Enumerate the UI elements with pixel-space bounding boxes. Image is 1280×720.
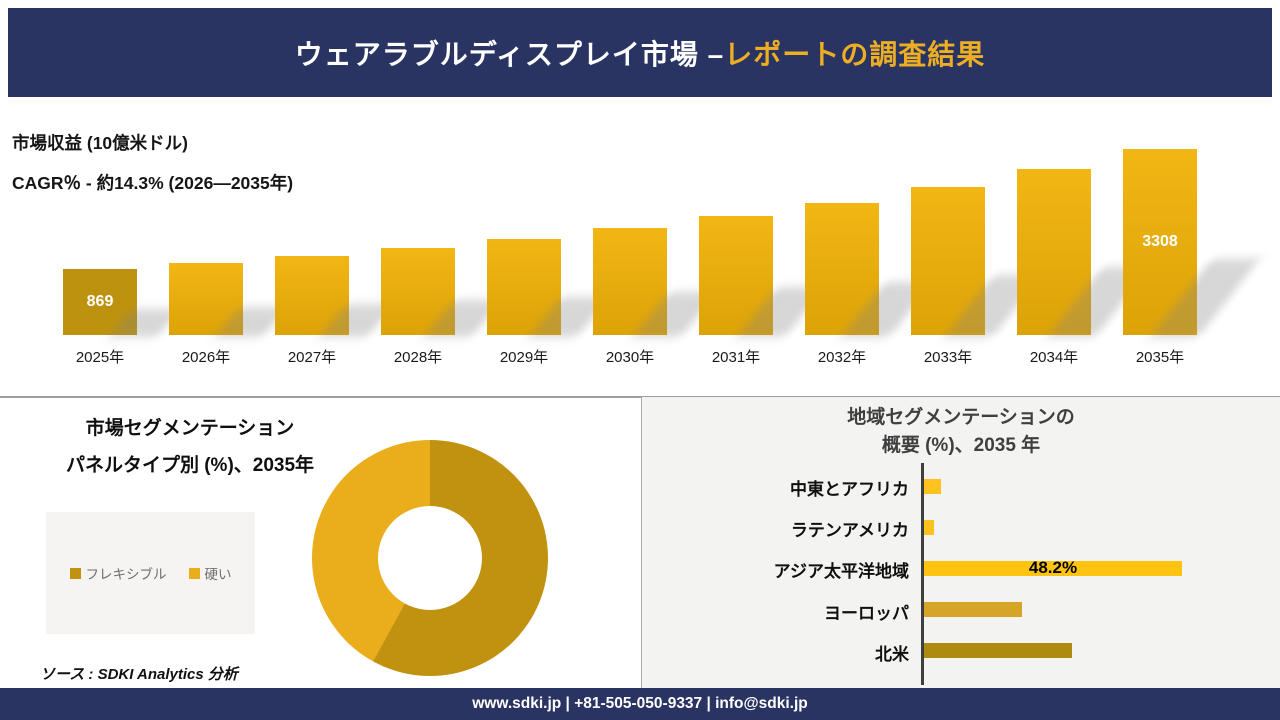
source-note: ソース : SDKI Analytics 分析 (40, 666, 238, 683)
report-title-banner: ウェアラブルディスプレイ市場 –レポートの調査結果 (8, 8, 1272, 97)
revenue-bar-2025年: 869 (63, 269, 137, 335)
year-axis-label: 2025年 (75, 349, 125, 366)
regional-bar-value-label: 48.2% (1028, 558, 1078, 578)
revenue-bar-2029年 (487, 239, 561, 335)
revenue-bar-2033年 (911, 187, 985, 335)
revenue-chart-section: 市場収益 (10億米ドル) CAGR％ - 約14.3% (2026―2035年… (0, 97, 1280, 396)
regional-bar-3: 48.2% (924, 558, 1182, 578)
revenue-bar-chart: 869 2025年 2026年 2027年 2028年 2029年 2030年 2031年 20… (0, 97, 1280, 396)
cagr-label: CAGR％ - 約14.3% (2026―2035年) (12, 173, 294, 193)
regional-category-label: 北米 (875, 644, 909, 664)
revenue-metric-label: 市場収益 (10億米ドル) (12, 133, 188, 153)
regional-chart-axis-line (921, 463, 924, 685)
year-axis-label: 2030年 (605, 349, 655, 366)
year-axis-label: 2028年 (393, 349, 443, 366)
segmentation-title: 市場セグメンテーション パネルタイプ別 (%)、2035年 (30, 410, 350, 484)
year-axis-label: 2034年 (1029, 349, 1079, 366)
regional-bar-4 (924, 602, 1022, 618)
regional-bar-5 (924, 643, 1072, 659)
panel-regional: 地域セグメンテーションの 概要 (%)、2035 年 中東とアフリカ ラテンアメリ… (641, 397, 1280, 688)
bar-value-label: 869 (86, 293, 114, 310)
regional-category-label: 中東とアフリカ (790, 480, 909, 499)
page-title: ウェアラブルディスプレイ市場 –レポートの調査結果 (295, 33, 985, 73)
page-title-highlight: レポートの調査結果 (724, 38, 986, 70)
footer-contact-line: www.sdki.jp | +81-505-050-9337 | info@sd… (472, 695, 808, 712)
regional-title-line1: 地域セグメンテーションの (847, 407, 1075, 428)
regional-category-label: ヨーロッパ (824, 603, 909, 623)
legend-swatch-icon (188, 567, 200, 579)
revenue-bar-2030年 (593, 228, 667, 335)
segmentation-title-line2: パネルタイプ別 (%)、2035年 (65, 455, 315, 476)
revenue-bar-2026年 (169, 263, 243, 335)
legend-label: フレキシブル (85, 567, 167, 582)
legend-label: 硬い (204, 567, 232, 582)
year-axis-label: 2031年 (711, 349, 761, 366)
segmentation-title-line1: 市場セグメンテーション (85, 418, 295, 439)
revenue-bar-2034年 (1017, 169, 1091, 335)
regional-category-label: ラテンアメリカ (790, 521, 909, 541)
year-axis-label: 2026年 (181, 349, 231, 366)
year-axis-label: 2035年 (1135, 349, 1185, 366)
regional-bar-2 (924, 519, 934, 535)
revenue-bar-2031年 (699, 216, 773, 335)
section-divider-line (0, 396, 1280, 398)
revenue-bar-2028年 (381, 248, 455, 335)
donut-legend: フレキシブル 硬い (46, 512, 255, 634)
legend-item-2: 硬い (188, 563, 232, 583)
panel-segmentation: 市場セグメンテーション パネルタイプ別 (%)、2035年 フレキシブル 硬い ソ… (0, 398, 640, 688)
year-axis-label: 2032年 (817, 349, 867, 366)
bar-value-label: 3308 (1142, 233, 1178, 250)
year-axis-label: 2029年 (499, 349, 549, 366)
legend-item-1: フレキシブル (69, 563, 167, 583)
legend-swatch-icon (69, 567, 81, 579)
regional-bar-1 (924, 478, 941, 494)
page-title-main: ウェアラブルディスプレイ市場 – (294, 38, 725, 70)
revenue-bar-2027年 (275, 256, 349, 335)
regional-title: 地域セグメンテーションの 概要 (%)、2035 年 (642, 404, 1280, 460)
revenue-bar-2035年: 3308 (1123, 149, 1197, 335)
year-axis-label: 2027年 (287, 349, 337, 366)
regional-category-label: アジア太平洋地域 (773, 562, 909, 582)
panel-type-donut-chart (312, 440, 548, 676)
revenue-bar-2032年 (805, 203, 879, 335)
regional-title-line2: 概要 (%)、2035 年 (881, 435, 1041, 456)
footer-bar: www.sdki.jp | +81-505-050-9337 | info@sd… (0, 688, 1280, 720)
year-axis-label: 2033年 (923, 349, 973, 366)
